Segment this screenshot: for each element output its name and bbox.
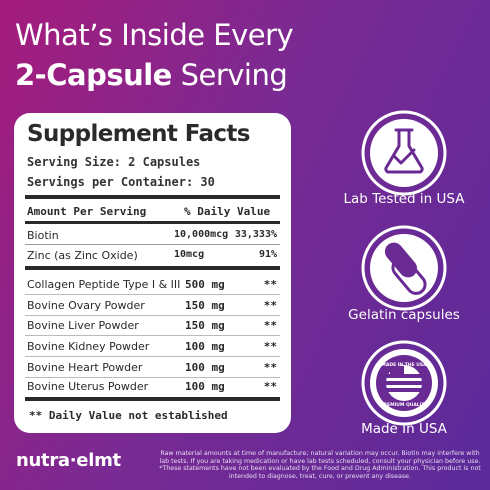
row-amount: 10,000mcg <box>174 229 229 240</box>
row-daily-value: 91% <box>258 249 277 260</box>
divider <box>25 266 280 270</box>
row-daily-value: ** <box>263 380 277 393</box>
row-name: Bovine Liver Powder <box>27 319 139 332</box>
divider <box>25 356 280 357</box>
row-daily-value: ** <box>263 278 277 291</box>
badge-label: Lab Tested in USA <box>343 191 465 207</box>
badge-label: Gelatin capsules <box>348 307 460 323</box>
footnote: ** Daily Value not established <box>29 409 228 422</box>
row-amount: 100 mg <box>185 340 225 353</box>
column-header: Amount Per Serving <box>27 205 147 218</box>
serving-size: Serving Size: 2 Capsules <box>27 155 201 169</box>
badge-label: Made In USA <box>361 421 447 437</box>
row-name: Bovine Ovary Powder <box>27 299 145 312</box>
divider <box>25 377 280 378</box>
row-name: Biotin <box>27 229 59 242</box>
row-name: Collagen Peptide Type I & III <box>27 278 181 291</box>
disclaimer-line: intended to diagnose, treat, cure, or pr… <box>228 472 412 480</box>
title-line: What’s Inside Every <box>15 18 294 52</box>
row-name: Bovine Kidney Powder <box>27 340 150 353</box>
title-line: 2-Capsule Serving <box>15 58 288 92</box>
row-daily-value: ** <box>263 319 277 332</box>
row-daily-value: ** <box>263 361 277 374</box>
disclaimer: Raw material amounts at time of manufact… <box>152 450 488 480</box>
divider <box>25 221 280 224</box>
row-name: Zinc (as Zinc Oxide) <box>27 249 138 262</box>
row-daily-value: 33,333% <box>234 229 277 240</box>
title-bold: 2-Capsule <box>15 58 172 92</box>
column-header: % Daily Value <box>184 205 271 218</box>
row-daily-value: ** <box>263 340 277 353</box>
row-amount: 150 mg <box>185 319 225 332</box>
supplement-facts-panel: Supplement Facts Serving Size: 2 Capsule… <box>14 113 291 433</box>
disclaimer-line: *These statements have not been evaluate… <box>159 465 481 473</box>
row-amount: 150 mg <box>185 299 225 312</box>
badge-icons: MADE IN THE USA PREMIUM QUALITY <box>361 110 447 426</box>
logo: nutra·elmt <box>16 450 121 471</box>
disclaimer-line: Raw material amounts at time of manufact… <box>160 450 480 457</box>
badge-ring-text: PREMIUM QUALITY <box>380 402 428 408</box>
row-name: Bovine Uterus Powder <box>27 380 149 393</box>
row-amount: 100 mg <box>185 380 225 393</box>
divider <box>25 244 280 245</box>
facts-title: Supplement Facts <box>27 121 251 147</box>
divider <box>25 315 280 316</box>
row-amount: 10mcg <box>174 249 205 260</box>
divider <box>25 195 280 199</box>
row-amount: 500 mg <box>185 278 225 291</box>
disclaimer-line: lab tests. If you are taking medication … <box>159 457 481 465</box>
title-rest: Serving <box>180 58 288 92</box>
row-daily-value: ** <box>263 299 277 312</box>
divider <box>25 397 280 401</box>
divider <box>25 335 280 336</box>
divider <box>25 294 280 295</box>
badge-ring-text: MADE IN THE USA <box>381 362 427 368</box>
row-amount: 100 mg <box>185 361 225 374</box>
row-name: Bovine Heart Powder <box>27 361 143 374</box>
servings-per-container: Servings per Container: 30 <box>27 175 215 189</box>
